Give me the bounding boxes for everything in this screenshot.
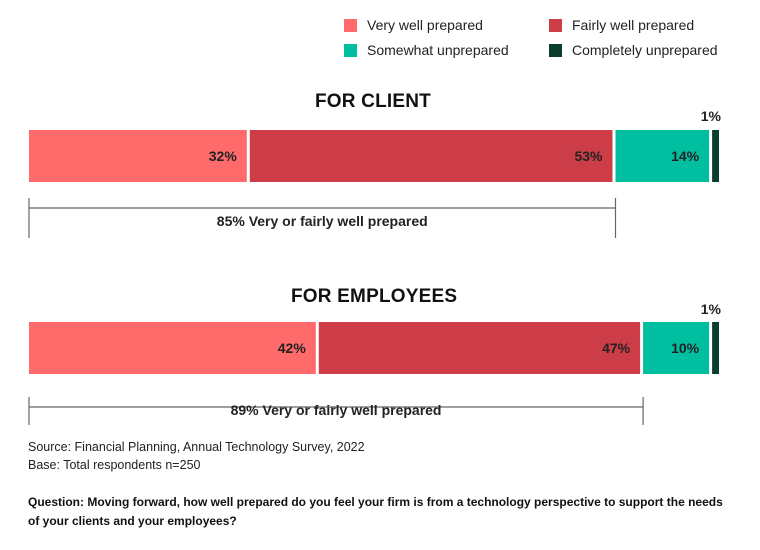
chart-title-client: FOR CLIENT [315, 91, 431, 112]
legend-label: Fairly well prepared [572, 17, 695, 33]
chart-title-employees: FOR EMPLOYEES [291, 286, 458, 307]
legend-swatch [549, 43, 562, 57]
legend-swatch [549, 18, 562, 32]
legend-swatch [344, 43, 357, 57]
legend-label: Completely unprepared [572, 42, 718, 58]
data-label: 47% [602, 340, 631, 356]
bar-segment [29, 130, 247, 182]
data-label: 42% [278, 340, 307, 356]
data-label: 53% [574, 148, 603, 164]
legend-item-somewhat-unprepared: Somewhat unprepared [344, 42, 509, 58]
bar-segment [249, 130, 613, 182]
data-label-small: 1% [701, 301, 722, 317]
bracket-label: 85% Very or fairly well prepared [217, 213, 428, 229]
bar-segment [615, 130, 710, 182]
bar-segment [29, 322, 316, 374]
legend-label: Very well prepared [367, 17, 483, 33]
legend-label: Somewhat unprepared [367, 42, 509, 58]
survey-question: Question: Moving forward, how well prepa… [28, 495, 723, 528]
bracket-label: 89% Very or fairly well prepared [231, 402, 442, 418]
legend-item-completely-unprepared: Completely unprepared [549, 42, 718, 58]
legend-item-very-well: Very well prepared [344, 17, 483, 33]
base-note: Base: Total respondents n=250 [28, 458, 201, 472]
bar-segment [712, 322, 719, 374]
data-label: 10% [671, 340, 700, 356]
bar-segment [318, 322, 641, 374]
data-label: 32% [209, 148, 238, 164]
bar-segment [643, 322, 710, 374]
data-label: 14% [671, 148, 700, 164]
legend-item-fairly-well: Fairly well prepared [549, 17, 694, 33]
legend-swatch [344, 18, 357, 32]
data-label-small: 1% [701, 108, 722, 124]
source-note: Source: Financial Planning, Annual Techn… [28, 440, 365, 454]
bar-segment [712, 130, 719, 182]
